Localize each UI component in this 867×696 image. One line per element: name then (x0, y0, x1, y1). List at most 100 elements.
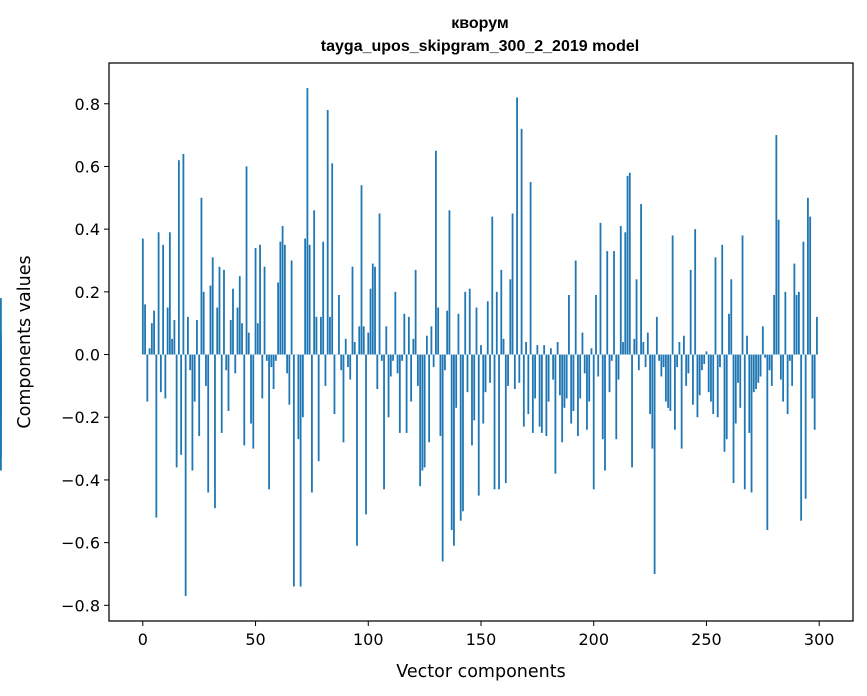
bar-102 (371, 263, 374, 355)
bar-26 (200, 197, 203, 355)
y-tick-label: −0.4 (61, 471, 100, 490)
bar-5 (153, 310, 155, 355)
bar-72 (304, 238, 307, 355)
bar-165 (513, 354, 516, 390)
bar-57 (270, 354, 273, 368)
bar-285 (784, 291, 787, 355)
bar-16 (177, 160, 180, 355)
bar-60 (277, 282, 279, 355)
bar-22 (191, 354, 194, 471)
bar-230 (660, 354, 663, 377)
bar-188 (565, 354, 568, 399)
bar-25 (198, 354, 201, 437)
bar-29 (207, 354, 210, 493)
bar-291 (797, 291, 800, 355)
bar-247 (698, 354, 701, 396)
bar-14 (173, 320, 176, 355)
bar-180 (547, 354, 550, 402)
bar-281 (775, 135, 778, 355)
bar-65 (288, 354, 291, 405)
bar-294 (804, 354, 807, 499)
bar-42 (236, 307, 239, 355)
bar-125 (423, 354, 426, 468)
bar-46 (245, 166, 248, 355)
bar-130 (435, 150, 437, 355)
bar-30 (209, 285, 212, 355)
bar-54 (263, 266, 266, 355)
bar-126 (425, 335, 428, 355)
bar-108 (385, 326, 388, 355)
bar-184 (556, 342, 559, 355)
bar-279 (770, 354, 773, 386)
bar-75 (311, 354, 313, 493)
bar-105 (378, 213, 381, 355)
bar-229 (658, 354, 661, 361)
bar-228 (655, 316, 658, 355)
bar-106 (380, 354, 383, 361)
bar-4 (150, 323, 153, 355)
bar-49 (252, 354, 255, 449)
bar-94 (353, 342, 356, 355)
bar-190 (570, 354, 573, 424)
bar-164 (511, 213, 514, 355)
bar-197 (586, 354, 588, 430)
bar-213 (622, 342, 624, 355)
bar-283 (779, 354, 782, 380)
bar-82 (326, 110, 329, 355)
bar-290 (795, 294, 798, 355)
bar-103 (374, 266, 376, 355)
y-tick-label: 0.6 (75, 157, 100, 176)
bar-67 (292, 354, 295, 587)
bar-139 (455, 354, 458, 408)
bar-44 (241, 323, 243, 355)
bar-261 (730, 279, 733, 355)
bar-17 (180, 354, 183, 455)
bar-221 (640, 204, 642, 355)
plot-frame (108, 62, 854, 622)
bar-119 (410, 354, 413, 402)
bar-288 (791, 354, 794, 386)
x-axis-ticks: 0 50 100 150 200 250 300 (138, 621, 835, 649)
bar-162 (507, 354, 509, 386)
bar-100 (367, 332, 370, 355)
y-axis-label: Components values (15, 255, 35, 428)
bar-299 (816, 316, 818, 355)
bar-268 (746, 335, 748, 355)
bar-211 (617, 354, 620, 380)
bar-231 (662, 354, 665, 368)
x-tick-label: 100 (353, 630, 384, 649)
bar-210 (615, 354, 618, 440)
y-tick-label: −0.2 (61, 408, 100, 427)
bar-153 (486, 301, 489, 355)
bar-85 (333, 354, 336, 415)
bar-219 (635, 279, 638, 355)
x-tick-label: 300 (804, 630, 835, 649)
bar-250 (705, 351, 708, 355)
bar-43 (238, 276, 241, 355)
bar-258 (723, 354, 726, 452)
bar-225 (649, 354, 651, 415)
bar-84 (331, 163, 334, 355)
bar-181 (549, 348, 552, 355)
bar-143 (464, 291, 467, 355)
bar-27 (202, 291, 205, 355)
bar-272 (755, 354, 757, 390)
bar-41 (234, 354, 237, 374)
bar-33 (216, 307, 219, 355)
y-tick-label: 0.2 (75, 283, 100, 302)
bar-123 (419, 354, 422, 487)
bar-183 (554, 354, 557, 474)
y-tick-label: 0.4 (75, 220, 100, 239)
bar-99 (365, 354, 367, 515)
bar-179 (545, 354, 548, 437)
bar-214 (624, 232, 627, 355)
bar-282 (777, 219, 780, 355)
bar-7 (157, 232, 160, 355)
bar-110 (389, 354, 392, 377)
bar-218 (633, 338, 636, 355)
bar-226 (651, 354, 654, 449)
bar-19 (184, 354, 187, 596)
y-tick-label: −0.6 (61, 534, 100, 553)
bar-234 (669, 354, 672, 411)
bar-203 (599, 222, 602, 355)
